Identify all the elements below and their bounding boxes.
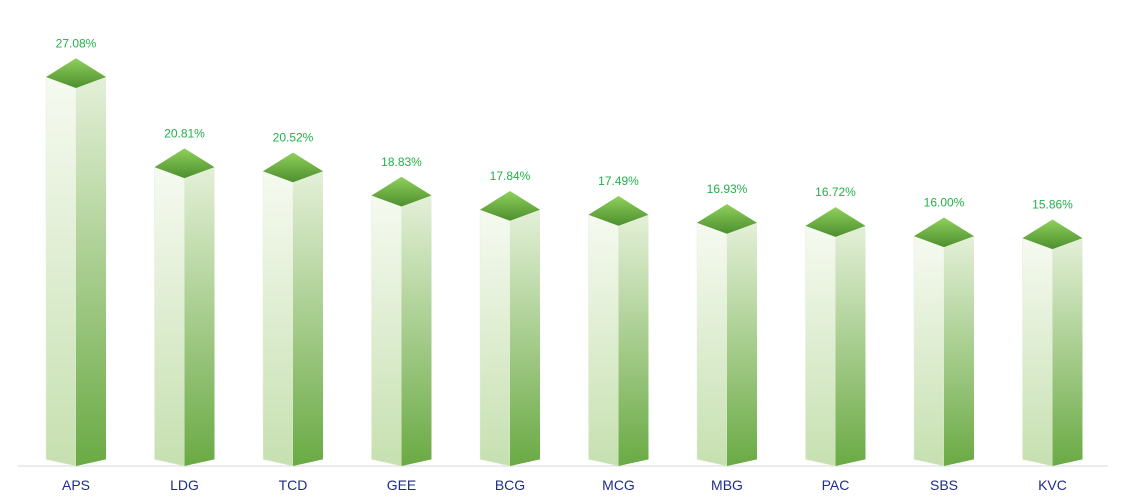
bar-face-left <box>588 214 619 467</box>
bar-face-right <box>1052 238 1083 466</box>
bar-face-left <box>913 235 945 467</box>
bar-kvc <box>1022 219 1083 467</box>
bar-face-left <box>696 222 728 467</box>
bar-bcg <box>479 191 540 467</box>
bar-tcd <box>262 152 323 467</box>
bar-face-right <box>727 222 757 466</box>
value-label-ldg: 20.81% <box>164 126 205 140</box>
bar-top <box>371 176 432 207</box>
category-label-pac: PAC <box>822 477 850 493</box>
bar-mbg <box>696 204 757 467</box>
bar-top <box>480 191 540 221</box>
bar-face-left <box>371 195 402 467</box>
bar-face-right <box>618 214 649 466</box>
bar-top <box>697 204 757 234</box>
bar-top <box>588 196 649 226</box>
category-label-ldg: LDG <box>170 477 199 493</box>
value-label-tcd: 20.52% <box>273 131 314 145</box>
bar-ldg <box>154 148 215 467</box>
value-label-sbs: 16.00% <box>924 195 965 209</box>
bar-gee <box>371 176 432 467</box>
value-label-kvc: 15.86% <box>1032 197 1073 211</box>
bar-top <box>154 148 215 179</box>
bar-sbs <box>913 217 974 467</box>
category-label-mcg: MCG <box>602 477 635 493</box>
bar-face-left <box>1022 237 1053 467</box>
value-label-gee: 18.83% <box>381 155 422 169</box>
bars-group <box>45 58 1083 467</box>
bar-top <box>46 58 106 88</box>
category-label-kvc: KVC <box>1038 477 1067 493</box>
labels-group: 27.08% APS 20.81% LDG 20.52% TCD 18.83% GEE 17.8… <box>56 36 1074 493</box>
value-label-mbg: 16.93% <box>707 182 748 196</box>
value-label-pac: 16.72% <box>815 185 856 199</box>
bar-face-left <box>262 170 294 467</box>
bar-top <box>263 152 323 183</box>
bar-face-right <box>835 225 866 466</box>
value-label-aps: 27.08% <box>56 36 97 50</box>
category-label-aps: APS <box>62 477 90 493</box>
bar-top <box>1022 219 1083 250</box>
bar-face-right <box>293 171 323 466</box>
bar-top <box>914 217 974 248</box>
value-label-bcg: 17.84% <box>490 169 531 183</box>
bar-aps <box>45 58 106 467</box>
bar-pac <box>805 207 866 467</box>
category-label-bcg: BCG <box>495 477 525 493</box>
bar-face-right <box>401 195 432 467</box>
bar-top <box>805 207 866 237</box>
category-label-tcd: TCD <box>279 477 308 493</box>
bar-face-right <box>944 236 974 466</box>
bar-face-left <box>805 225 836 467</box>
category-label-sbs: SBS <box>930 477 958 493</box>
bar-mcg <box>588 196 649 467</box>
bar-face-left <box>45 76 77 467</box>
bar-face-left <box>154 166 185 467</box>
category-label-gee: GEE <box>387 477 417 493</box>
bar-face-left <box>479 209 511 467</box>
category-label-mbg: MBG <box>711 477 743 493</box>
bar-face-right <box>510 209 540 466</box>
bar-face-right <box>76 77 106 466</box>
value-label-mcg: 17.49% <box>598 174 639 188</box>
bar-face-right <box>184 167 215 467</box>
